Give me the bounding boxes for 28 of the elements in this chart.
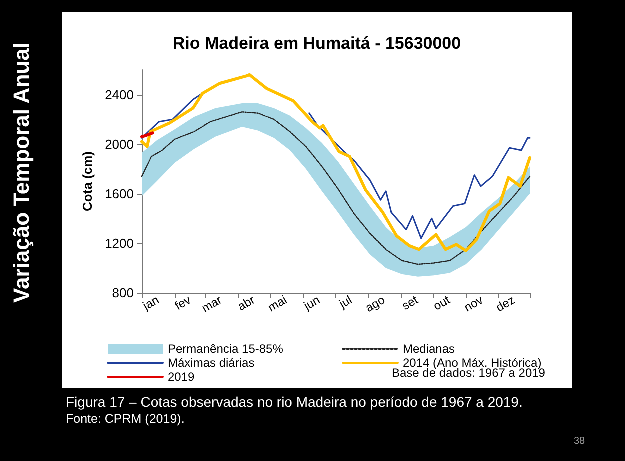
x-tick-label: fev xyxy=(172,292,194,314)
x-tick-label: abr xyxy=(235,292,258,314)
x-tick-label: jun xyxy=(300,292,322,314)
text: Variação Temporal Anual xyxy=(9,42,35,303)
legend-label: Permanência 15-85% xyxy=(168,342,284,356)
x-tick-label: jan xyxy=(140,292,162,314)
y-axis-title: Cota (cm) xyxy=(80,152,96,212)
source-note: Fonte: CPRM (2019). xyxy=(66,412,185,426)
x-tick-label: nov xyxy=(462,292,486,315)
x-tick-label: dez xyxy=(494,292,518,315)
legend-label: 2019 xyxy=(168,370,196,384)
x-tick-label: mar xyxy=(200,292,224,316)
y-tick-label: 2000 xyxy=(105,136,134,152)
line-series xyxy=(140,73,532,252)
y-tick-label: 1600 xyxy=(105,186,134,202)
x-tick-label: mai xyxy=(266,292,290,315)
legend-label: Medianas xyxy=(403,342,456,356)
x-tick-label: jul xyxy=(336,292,354,312)
x-tick-label: ago xyxy=(363,292,388,316)
x-tick-label: out xyxy=(431,292,454,314)
text: Figura 17 – Cotas observadas no rio Madeira no período de 1967 a 2019. xyxy=(66,394,523,410)
chart-title: Rio Madeira em Humaitá - 15630000 xyxy=(172,34,462,53)
x-tick-label: set xyxy=(400,292,422,314)
y-tick-label: 1200 xyxy=(105,236,134,251)
legend-label: Máximas diárias xyxy=(168,356,255,370)
y-tick-label: 800 xyxy=(112,286,134,300)
text: 38 xyxy=(574,436,586,447)
y-tick-label: 2400 xyxy=(105,87,134,102)
